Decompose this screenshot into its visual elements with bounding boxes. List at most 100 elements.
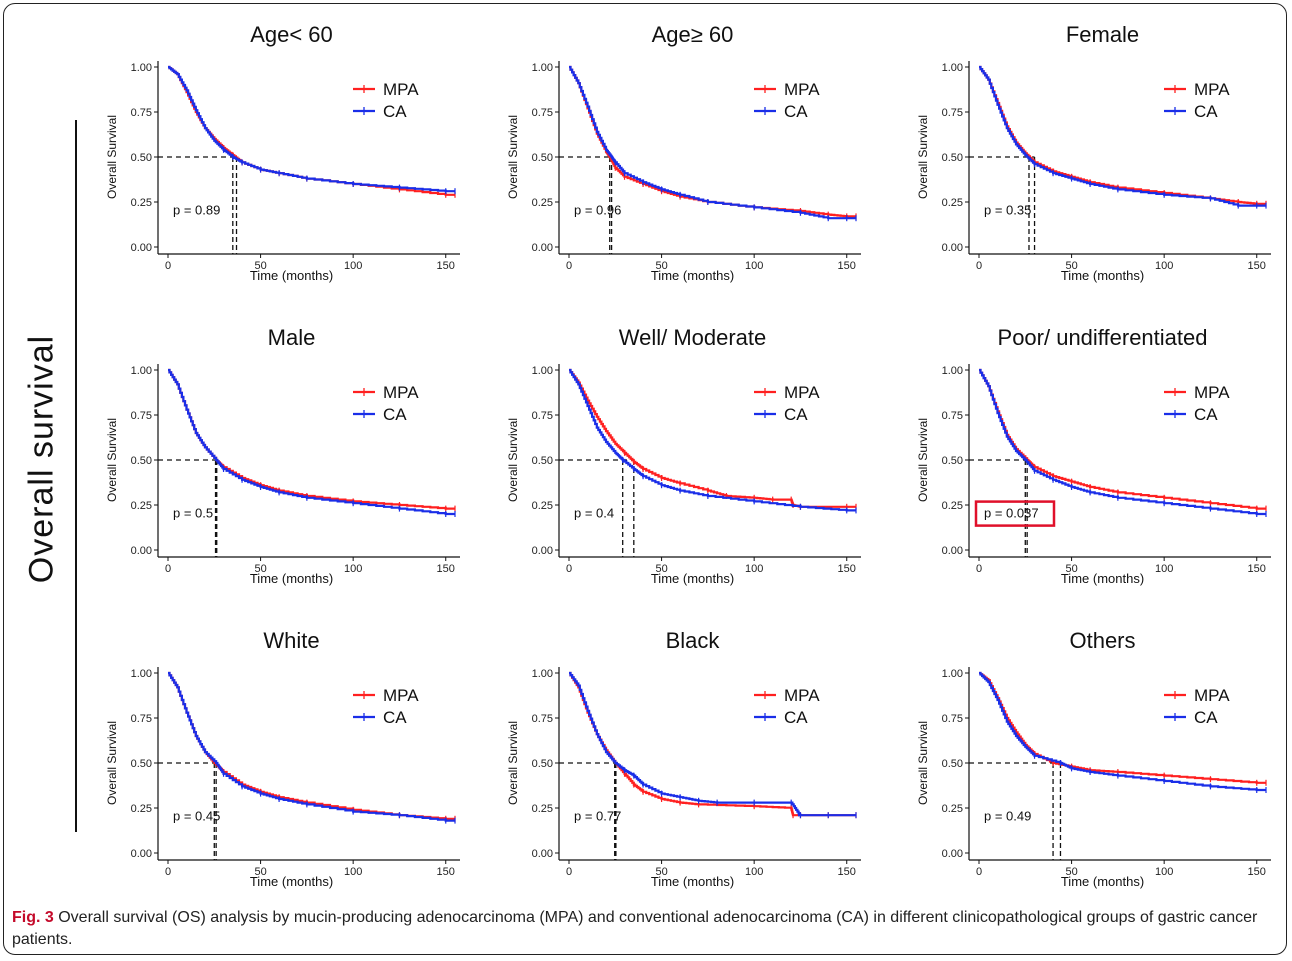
legend-label-mpa: MPA [1194, 80, 1230, 99]
y-tick-label: 1.00 [532, 62, 553, 74]
figure-caption: Fig. 3 Overall survival (OS) analysis by… [12, 907, 1274, 951]
p-value: p = 0.5 [173, 506, 213, 521]
y-tick-label: 0.75 [131, 107, 152, 119]
x-tick-label: 150 [1248, 563, 1266, 575]
y-tick-label: 0.25 [131, 197, 152, 209]
y-tick-label: 1.00 [532, 668, 553, 680]
y-axis-label: Overall Survival [916, 418, 930, 502]
x-tick-label: 50 [655, 563, 667, 575]
panel-title: Female [1066, 22, 1139, 47]
x-axis-label: Time (months) [1061, 874, 1144, 889]
y-tick-label: 1.00 [942, 668, 963, 680]
y-tick-label: 0.00 [131, 848, 152, 860]
p-value: p = 0.89 [173, 203, 220, 218]
y-tick-label: 0.25 [942, 500, 963, 512]
p-value: p = 0.96 [574, 203, 621, 218]
km-panel: Others 0.00 0.25 0.50 0.75 1.00 0 50 100 150 Time … [916, 628, 1271, 889]
legend-label-mpa: MPA [383, 383, 419, 402]
legend-label-ca: CA [1194, 405, 1218, 424]
y-axis-label: Overall Survival [105, 721, 119, 805]
y-tick-label: 1.00 [131, 668, 152, 680]
legend-label-mpa: MPA [383, 686, 419, 705]
panel-title: Well/ Moderate [619, 325, 767, 350]
y-tick-label: 0.00 [131, 242, 152, 254]
y-tick-label: 0.25 [532, 500, 553, 512]
x-tick-label: 0 [566, 563, 572, 575]
x-tick-label: 0 [165, 563, 171, 575]
y-tick-label: 0.25 [131, 500, 152, 512]
x-tick-label: 0 [976, 866, 982, 878]
x-tick-label: 100 [344, 866, 362, 878]
y-axis-label: Overall Survival [506, 418, 520, 502]
y-tick-label: 0.75 [532, 410, 553, 422]
x-tick-label: 50 [1065, 866, 1077, 878]
legend-label-ca: CA [383, 102, 407, 121]
x-tick-label: 150 [838, 563, 856, 575]
y-tick-label: 0.00 [942, 242, 963, 254]
km-panel: Age< 60 0.00 0.25 0.50 0.75 1.00 0 50 100 150 Time… [105, 22, 460, 283]
x-tick-label: 150 [1248, 866, 1266, 878]
x-axis-label: Time (months) [651, 874, 734, 889]
y-axis-label: Overall Survival [916, 721, 930, 805]
x-axis-label: Time (months) [1061, 268, 1144, 283]
y-tick-label: 0.50 [131, 758, 152, 770]
x-tick-label: 150 [437, 260, 455, 272]
km-curve-ca [979, 368, 1266, 516]
legend-label-ca: CA [784, 102, 808, 121]
y-tick-label: 1.00 [942, 62, 963, 74]
x-axis-label: Time (months) [1061, 571, 1144, 586]
x-tick-label: 50 [254, 260, 266, 272]
y-axis-label: Overall Survival [506, 115, 520, 199]
x-axis-label: Time (months) [651, 268, 734, 283]
x-tick-label: 0 [165, 260, 171, 272]
x-tick-label: 50 [254, 866, 266, 878]
y-tick-label: 1.00 [131, 365, 152, 377]
y-tick-label: 0.75 [942, 107, 963, 119]
x-tick-label: 0 [566, 260, 572, 272]
side-rule [75, 120, 77, 832]
y-tick-label: 0.00 [131, 545, 152, 557]
y-tick-label: 0.50 [532, 152, 553, 164]
y-tick-label: 0.25 [532, 803, 553, 815]
x-tick-label: 50 [1065, 260, 1077, 272]
y-tick-label: 0.50 [532, 455, 553, 467]
x-tick-label: 100 [1155, 563, 1173, 575]
p-value: p = 0.49 [984, 809, 1031, 824]
p-value: p = 0.45 [173, 809, 220, 824]
y-tick-label: 0.50 [532, 758, 553, 770]
x-tick-label: 150 [838, 260, 856, 272]
legend-label-mpa: MPA [1194, 383, 1230, 402]
p-value: p = 0.77 [574, 809, 621, 824]
y-axis-label: Overall Survival [916, 115, 930, 199]
legend-label-mpa: MPA [784, 80, 820, 99]
km-panel: Female 0.00 0.25 0.50 0.75 1.00 0 50 100 150 Time … [916, 22, 1271, 283]
p-value-highlight-box [974, 500, 1056, 527]
km-curve-mpa [979, 368, 1266, 510]
legend-label-ca: CA [1194, 102, 1218, 121]
p-value: p = 0.35 [984, 203, 1031, 218]
y-tick-label: 1.00 [131, 62, 152, 74]
km-curve-ca [569, 368, 856, 512]
panel-title: Poor/ undifferentiated [998, 325, 1208, 350]
y-axis-label: Overall Survival [105, 115, 119, 199]
km-curve-ca [168, 65, 455, 193]
y-tick-label: 1.00 [532, 365, 553, 377]
panel-title: Others [1069, 628, 1135, 653]
x-tick-label: 100 [1155, 260, 1173, 272]
y-tick-label: 0.00 [532, 242, 553, 254]
km-panel: Well/ Moderate 0.00 0.25 0.50 0.75 1.00 0 50 100… [506, 325, 861, 586]
y-axis-label: Overall Survival [506, 721, 520, 805]
y-tick-label: 0.00 [942, 545, 963, 557]
km-panel: Poor/ undifferentiated 0.00 0.25 0.50 0.75 1.… [916, 325, 1271, 586]
panel-title: Age≥ 60 [652, 22, 734, 47]
x-tick-label: 100 [745, 260, 763, 272]
x-tick-label: 150 [838, 866, 856, 878]
x-axis-label: Time (months) [651, 571, 734, 586]
km-panel: Age≥ 60 0.00 0.25 0.50 0.75 1.00 0 50 100 150 Time… [506, 22, 861, 283]
y-tick-label: 0.50 [131, 152, 152, 164]
legend-label-ca: CA [784, 405, 808, 424]
y-tick-label: 0.50 [942, 758, 963, 770]
legend-label-ca: CA [1194, 708, 1218, 727]
panel-title: White [263, 628, 319, 653]
y-tick-label: 0.75 [131, 713, 152, 725]
